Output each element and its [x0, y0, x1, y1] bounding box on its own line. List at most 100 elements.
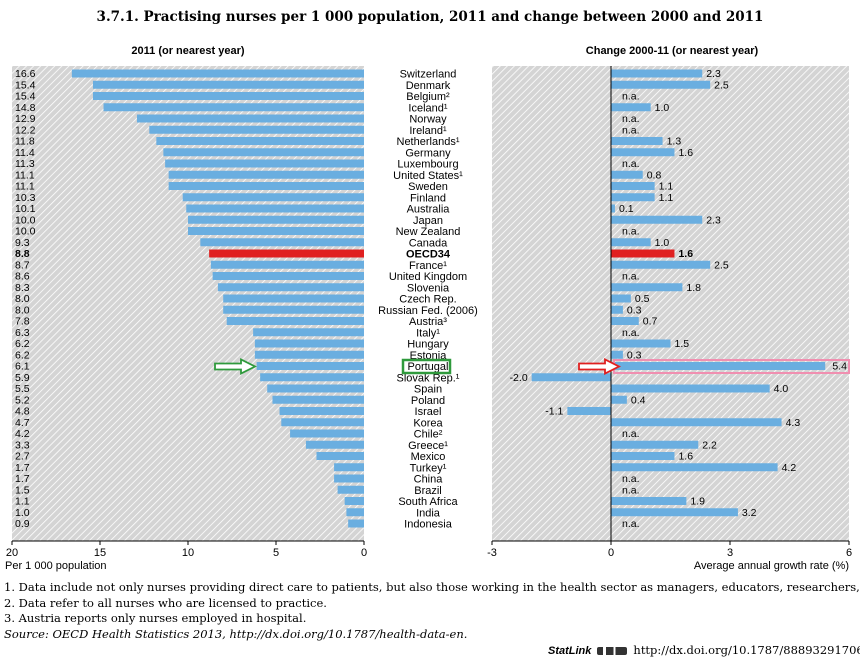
left-value-label: 4.2 — [15, 428, 30, 440]
right-value-label: 2.3 — [706, 214, 721, 226]
country-label: Ireland¹ — [409, 125, 447, 137]
axis-tick-label: -3 — [487, 547, 497, 559]
right-bar — [611, 350, 623, 359]
left-bar — [188, 215, 364, 224]
left-value-label: 1.1 — [15, 496, 30, 508]
right-bar — [611, 103, 651, 112]
country-label: France¹ — [409, 260, 447, 272]
right-value-label: 1.3 — [667, 136, 682, 148]
left-bar — [348, 519, 364, 528]
left-value-label: 11.1 — [15, 169, 35, 181]
left-value-label: 6.3 — [15, 327, 30, 339]
right-na-label: n.a. — [622, 428, 640, 440]
right-value-label: 4.2 — [782, 462, 797, 474]
left-bar — [344, 497, 364, 505]
left-bar — [103, 103, 365, 112]
statlink-brand: StatLink — [548, 645, 592, 657]
country-label: United Kingdom — [389, 271, 467, 283]
left-bar — [260, 373, 364, 382]
left-value-label: 11.3 — [15, 158, 35, 170]
axis-tick-label: 20 — [6, 547, 18, 559]
right-bar — [611, 418, 782, 427]
left-bar — [182, 193, 364, 202]
right-value-label: 1.9 — [690, 496, 705, 508]
right-na-label: n.a. — [622, 113, 640, 125]
axis-tick-label: 10 — [182, 547, 194, 559]
portugal-highlight-box — [401, 358, 452, 375]
left-value-label: 8.6 — [15, 271, 30, 283]
left-value-label: 11.4 — [15, 147, 35, 159]
right-bar — [611, 339, 671, 348]
right-value-label: 1.0 — [655, 102, 670, 114]
right-bar — [611, 305, 623, 314]
statlink-url[interactable]: http://dx.doi.org/10.1787/888932917066 — [633, 643, 860, 657]
left-value-label: 12.2 — [15, 124, 36, 136]
country-label: Mexico — [411, 451, 446, 463]
right-bar — [611, 317, 639, 325]
left-bar — [256, 362, 364, 370]
right-value-label: 0.4 — [631, 394, 646, 406]
country-label: Brazil — [414, 485, 442, 497]
left-bar — [209, 249, 364, 258]
country-label: Slovak Rep.¹ — [397, 372, 460, 384]
left-panel-title: 2011 (or nearest year) — [131, 45, 244, 57]
axis-tick-label: 0 — [608, 547, 614, 559]
country-label: Germany — [405, 147, 451, 159]
chart-svg: 3.7.1. Practising nurses per 1 000 popul… — [5, 9, 852, 572]
right-value-label: 0.8 — [647, 169, 662, 181]
left-value-label: 10.0 — [15, 226, 36, 238]
left-bar — [226, 317, 364, 325]
left-bar — [254, 339, 364, 348]
country-label: Canada — [409, 237, 448, 249]
left-value-label: 0.9 — [15, 518, 30, 530]
country-label: Russian Fed. (2006) — [378, 305, 478, 317]
country-label: Turkey¹ — [410, 462, 447, 474]
left-value-label: 5.2 — [15, 394, 30, 406]
right-na-label: n.a. — [622, 226, 640, 238]
country-label: Greece¹ — [408, 440, 448, 452]
footnote-3: 3. Austria reports only nurses employed … — [4, 611, 307, 625]
left-bar — [210, 260, 364, 269]
country-label: OECD34 — [406, 249, 451, 261]
right-bar — [611, 80, 711, 89]
country-label: Indonesia — [404, 519, 453, 531]
left-value-label: 6.2 — [15, 338, 30, 350]
axis-tick-label: 6 — [846, 547, 852, 559]
left-bar — [136, 114, 364, 123]
right-bar — [611, 193, 655, 202]
left-bar — [168, 182, 364, 190]
right-value-label: 2.2 — [702, 439, 717, 451]
right-x-axis-label: Average annual growth rate (%) — [694, 560, 849, 572]
left-value-label: 9.3 — [15, 237, 30, 249]
country-label: Korea — [413, 417, 443, 429]
left-value-label: 11.8 — [15, 136, 35, 148]
left-bars-group: 16.615.415.414.812.912.211.811.411.311.1… — [15, 68, 365, 530]
left-bar — [334, 474, 364, 483]
right-bar — [611, 238, 651, 247]
left-bar — [337, 485, 364, 494]
left-value-label: 12.9 — [15, 113, 36, 125]
right-bar — [531, 373, 611, 382]
left-bar — [186, 204, 364, 213]
right-bar — [611, 362, 826, 370]
right-value-label: 0.7 — [643, 316, 658, 328]
left-value-label: 7.8 — [15, 316, 30, 328]
left-bar — [290, 429, 364, 438]
left-bar — [223, 294, 364, 303]
left-x-axis: 20 15 10 5 0 — [6, 540, 367, 559]
right-na-label: n.a. — [622, 91, 640, 103]
left-value-label: 3.3 — [15, 439, 30, 451]
left-value-label: 15.4 — [15, 91, 36, 103]
right-bar — [611, 148, 675, 157]
left-value-label: 2.7 — [15, 451, 30, 463]
right-bar — [611, 215, 703, 224]
left-bar — [92, 92, 365, 100]
left-bar — [272, 395, 364, 404]
right-value-label: 0.3 — [627, 304, 642, 316]
left-bar — [223, 305, 364, 314]
left-value-label: 10.1 — [15, 203, 36, 215]
left-value-label: 10.0 — [15, 214, 36, 226]
left-bar — [267, 384, 364, 393]
country-label: Switzerland — [400, 69, 457, 81]
